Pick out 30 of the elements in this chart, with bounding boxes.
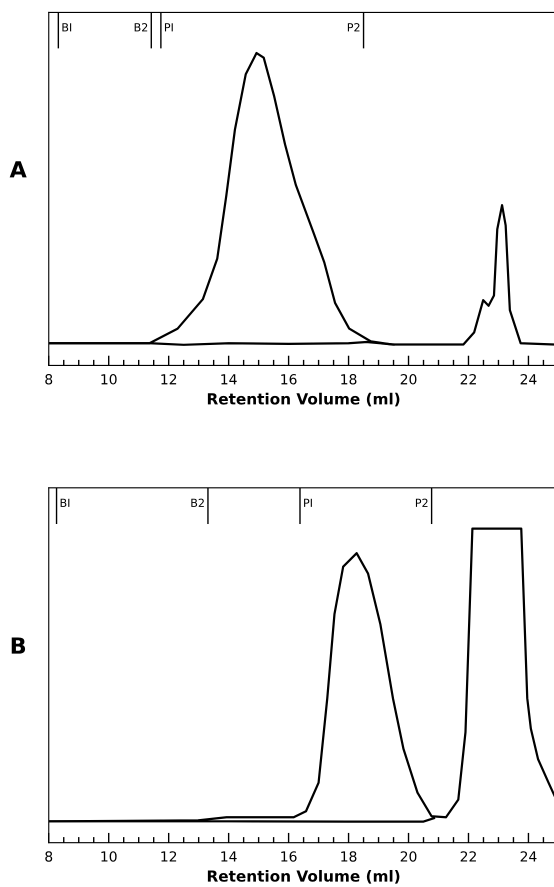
x-tick-label: 22 [460,374,476,384]
ref-line-label: PI [164,23,173,32]
text: A [10,161,27,178]
x-tick-label: 24 [520,374,537,384]
x-tick-label: 14 [221,851,237,862]
x-tick-label: 18 [341,374,356,385]
ref-line-label: BI [60,498,70,507]
x-tick-label: 14 [221,374,237,384]
ref-line-label: P2 [416,498,428,507]
x-axis-title: Retention Volume (ml) [208,870,400,884]
x-tick-label: 12 [161,374,176,384]
text: B [12,637,26,654]
x-tick-label: 16 [281,374,297,385]
x-tick-label: 8 [45,851,52,862]
x-tick-label: 20 [400,851,416,862]
x-tick-label: 18 [341,851,356,862]
ref-line-label: B2 [191,498,204,507]
x-tick-label: 12 [161,851,176,862]
ref-line-label: P2 [348,23,360,32]
x-tick-label: 20 [400,374,416,385]
x-tick-label: 10 [101,851,117,862]
ref-line-label: BI [62,23,72,32]
x-tick-label: 10 [101,374,117,385]
x-tick-label: 22 [460,851,476,862]
ref-line-label: PI [304,498,312,507]
x-tick-label: 8 [45,374,52,385]
x-tick-label: 16 [281,851,297,862]
x-axis-title: Retention Volume (ml) [208,392,400,406]
x-tick-label: 24 [520,851,537,862]
ref-line-label: B2 [134,23,148,32]
